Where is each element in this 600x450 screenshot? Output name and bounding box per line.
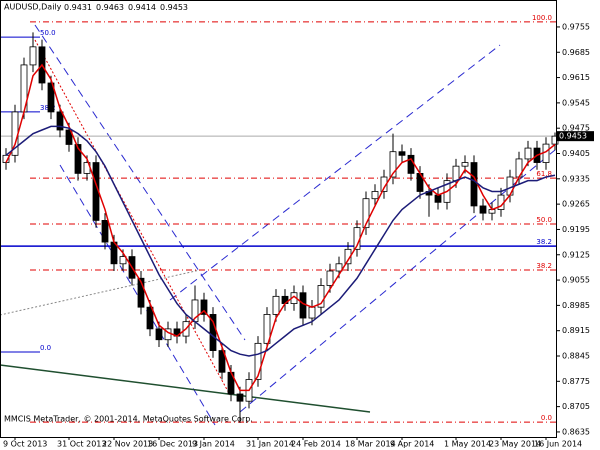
x-tick-label: 1 May 2014 [444, 440, 491, 449]
candle-body [137, 277, 145, 308]
fib-label: 50.0 [536, 216, 552, 224]
candle-body [398, 151, 406, 156]
candle-body [47, 82, 55, 113]
header-value: 0.9431 [64, 3, 92, 12]
y-tick-label: 0.9405 [562, 149, 590, 158]
plot-frame [0, 0, 557, 438]
candle-body [362, 198, 370, 229]
y-tick-label: 0.9685 [562, 48, 590, 57]
candle-body [434, 194, 442, 203]
header-value: 0.9463 [96, 3, 124, 12]
channel-line [59, 164, 216, 426]
y-tick-label: 0.9475 [562, 124, 590, 133]
candle-body [254, 342, 262, 380]
candle-body [470, 162, 478, 207]
y-tick-label: 0.9265 [562, 200, 590, 209]
price-tag-label: 0.9453 [559, 132, 587, 141]
fib-label: 0.0 [40, 344, 51, 352]
chart-title: AUDUSD,Daily [4, 3, 62, 12]
y-tick-label: 0.8775 [562, 377, 590, 386]
price-tag [556, 131, 594, 142]
moving-average [5, 63, 556, 392]
candle-body [236, 393, 244, 402]
candle-body [29, 46, 37, 66]
x-tick-label: 22 Nov 2013 [102, 440, 153, 449]
candle-body [263, 314, 271, 344]
y-tick-label: 0.9755 [562, 22, 590, 31]
x-tick-label: 24 Feb 2014 [291, 440, 341, 449]
candle-body [299, 292, 307, 319]
candle-body [218, 350, 226, 373]
x-tick-label: 23 May 2014 [489, 440, 541, 449]
candle-body [101, 220, 109, 243]
candle-body [317, 285, 325, 308]
candle-body [56, 111, 64, 131]
candle-body [308, 306, 316, 319]
y-tick-label: 0.8845 [562, 352, 590, 361]
candle-body [371, 191, 379, 200]
ohlc-header: 0.9431 0.9463 0.9414 0.9453 [64, 3, 188, 12]
y-tick-label: 0.9545 [562, 98, 590, 107]
channel-line [34, 24, 246, 341]
fib-label: 61.8 [536, 170, 552, 178]
candle-body [407, 154, 415, 174]
y-tick-label: 0.8985 [562, 301, 590, 310]
trend-line [0, 364, 371, 413]
candle-body [74, 144, 82, 174]
fib-label: 38.2 [536, 262, 552, 270]
candle-body [326, 270, 334, 286]
candle-body [524, 147, 532, 160]
fib-label: 100.0 [532, 14, 552, 22]
fib-trend-line [34, 39, 231, 396]
header-value: 0.9414 [128, 3, 156, 12]
candle-body [200, 299, 208, 315]
trend-lines [0, 24, 556, 426]
fib-label: 0.0 [541, 414, 552, 422]
y-tick-label: 0.9125 [562, 250, 590, 259]
y-tick-label: 0.9055 [562, 276, 590, 285]
y-tick-label: 0.8705 [562, 402, 590, 411]
y-tick-label: 0.9335 [562, 174, 590, 183]
candle-body [209, 314, 217, 351]
moving-average [5, 125, 556, 357]
x-tick-label: 9 Apr 2014 [390, 440, 434, 449]
y-tick-label: 0.8915 [562, 326, 590, 335]
x-tick-label: 16 Dec 2013 [147, 440, 198, 449]
x-tick-label: 9 Oct 2013 [3, 440, 47, 449]
x-tick-label: 18 Mar 2014 [345, 440, 396, 449]
channel-line [169, 44, 501, 301]
x-tick-label: 31 Oct 2013 [57, 440, 106, 449]
candle-body [65, 129, 73, 145]
header-value: 0.9453 [160, 3, 188, 12]
candle-body [272, 295, 280, 315]
candle-body [452, 165, 460, 182]
candle-body [461, 162, 469, 167]
candle-body [479, 205, 487, 214]
channel-line [239, 149, 556, 413]
x-tick-label: 31 Jan 2014 [246, 440, 294, 449]
candle-body [146, 306, 154, 330]
y-tick-label: 0.9195 [562, 225, 590, 234]
candle-body [335, 263, 343, 272]
fib-label: 38.2 [536, 238, 552, 246]
candle-body [389, 151, 397, 178]
x-tick-label: 9 Jan 2014 [192, 440, 235, 449]
plot: 100.061.850.038.238.20.050.038.20.0 [0, 14, 559, 423]
y-tick-label: 0.8635 [562, 427, 590, 436]
candle-body [155, 328, 163, 341]
footer: MMCIS MetaTrader, © 2001-2014, MetaQuote… [4, 415, 253, 424]
fib-label: 50.0 [40, 29, 56, 37]
y-tick-label: 0.9615 [562, 73, 590, 82]
candle-body [119, 256, 127, 265]
x-tick-label: 16 Jun 2014 [534, 440, 582, 449]
